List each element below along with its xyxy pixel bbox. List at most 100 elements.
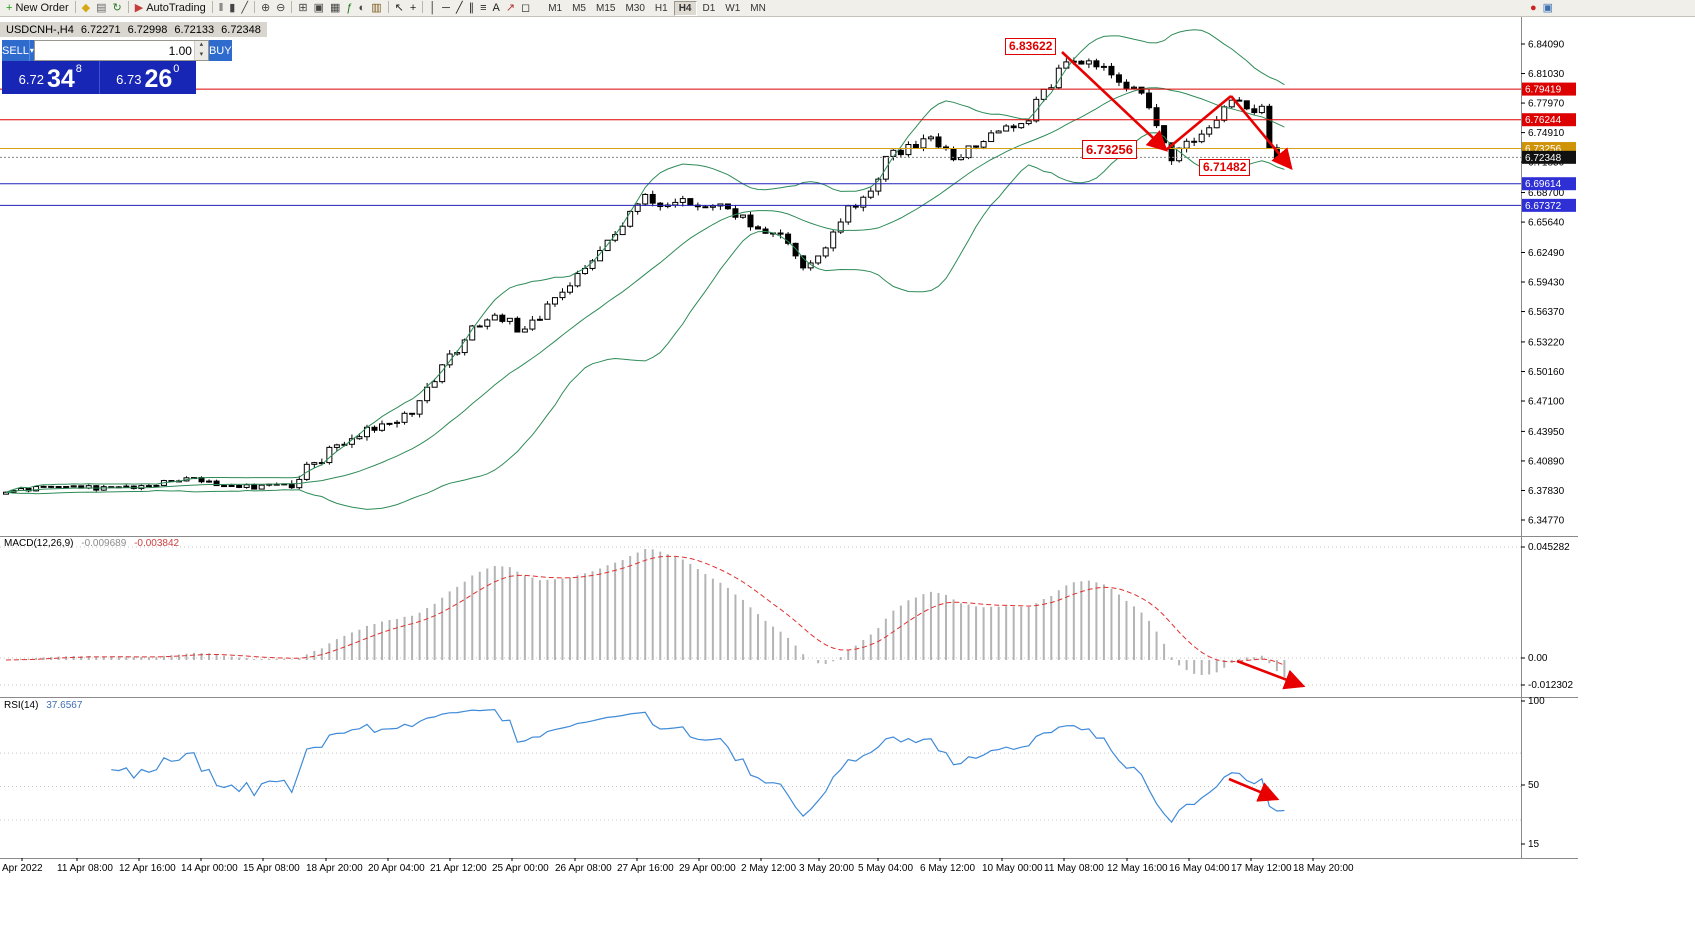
macd-main-value: -0.009689 <box>81 538 127 549</box>
arrange-windows-icon[interactable]: ▦ <box>327 1 343 16</box>
svg-text:26 Apr 08:00: 26 Apr 08:00 <box>555 863 612 874</box>
svg-text:-0.012302: -0.012302 <box>1528 680 1573 691</box>
svg-text:11 Apr 08:00: 11 Apr 08:00 <box>57 863 113 874</box>
new-order-glyph: + <box>6 1 13 14</box>
volume-decrease-button[interactable]: ▾ <box>194 50 208 60</box>
volume-input[interactable] <box>34 41 194 60</box>
trendline-icon-glyph: ╱ <box>455 1 463 14</box>
zoom-out-icon-glyph: ⊖ <box>276 1 286 14</box>
sell-price-pips: 34 <box>46 65 75 93</box>
vertical-line-icon-glyph: │ <box>429 1 437 14</box>
bar-chart-icon[interactable]: ‖ <box>216 1 227 16</box>
toolbar-separator <box>74 0 76 13</box>
shapes-icon[interactable]: ◻ <box>518 1 533 16</box>
svg-text:21 Apr 12:00: 21 Apr 12:00 <box>430 863 487 874</box>
horizontal-line-icon[interactable]: ─ <box>439 1 453 16</box>
sell-price[interactable]: 6.72 34 8 <box>2 61 100 94</box>
candlestick-chart-icon-glyph: ▮ <box>229 1 236 14</box>
trendline-icon[interactable]: ╱ <box>453 1 466 16</box>
svg-text:6.74910: 6.74910 <box>1528 128 1565 139</box>
toolbar-right-group: ● ▣ <box>1527 1 1556 16</box>
svg-text:12 May 16:00: 12 May 16:00 <box>1107 863 1168 874</box>
candlestick-chart-icon[interactable]: ▮ <box>226 1 238 16</box>
svg-text:0.00: 0.00 <box>1528 653 1548 664</box>
arrows-icon[interactable]: ↗ <box>503 1 518 16</box>
profiles-icon-glyph: ◆ <box>81 1 91 14</box>
toolbar: + New Order ◆ ▤ ↻ ▶ AutoTrading ‖ ▮ ╱ ⊕ ⊖ ⊞ ▣ ▦ ƒ ◐ ▥ ↖ + │ ─… <box>0 0 1695 17</box>
svg-text:25 Apr 00:00: 25 Apr 00:00 <box>492 863 549 874</box>
volume-increase-button[interactable]: ▴ <box>194 41 208 51</box>
macd-indicator-label: MACD(12,26,9) -0.009689 -0.003842 <box>4 538 179 549</box>
buy-price-major: 6.73 <box>116 72 142 87</box>
buy-button[interactable]: BUY <box>208 40 232 61</box>
time-axis[interactable] <box>0 859 1521 876</box>
svg-text:100: 100 <box>1528 696 1545 707</box>
svg-text:6.50160: 6.50160 <box>1528 367 1565 378</box>
svg-text:3 May 20:00: 3 May 20:00 <box>799 863 854 874</box>
zoom-out-icon[interactable]: ⊖ <box>273 1 288 16</box>
svg-text:29 Apr 00:00: 29 Apr 00:00 <box>679 863 736 874</box>
timeframe-m15-button[interactable]: M15 <box>596 2 616 14</box>
indicators-icon-glyph: ƒ <box>346 1 353 14</box>
timeframe-mn-button[interactable]: MN <box>750 2 766 14</box>
fibonacci-icon[interactable]: ≡ <box>477 1 489 16</box>
profiles-icon[interactable]: ◆ <box>79 1 93 16</box>
price-annotation-high: 6.83622 <box>1005 38 1057 55</box>
timeframe-w1-button[interactable]: W1 <box>725 2 741 14</box>
channel-icon[interactable]: ∥ <box>466 1 478 16</box>
sell-button[interactable]: SELL <box>2 40 29 61</box>
macd-signal-value: -0.003842 <box>134 538 180 549</box>
crosshair-icon-glyph: + <box>409 1 417 14</box>
buy-price[interactable]: 6.73 26 0 <box>100 61 197 94</box>
cascade-windows-icon[interactable]: ▣ <box>311 1 327 16</box>
indicators-icon[interactable]: ƒ <box>343 1 355 16</box>
svg-text:5 May 04:00: 5 May 04:00 <box>858 863 913 874</box>
price-axis[interactable] <box>1522 17 1578 858</box>
rsi-indicator-label: RSI(14) 37.6567 <box>4 700 82 711</box>
volume-box: ▴ ▾ <box>33 40 209 61</box>
svg-text:6.40890: 6.40890 <box>1528 456 1565 467</box>
timeframe-m30-button[interactable]: M30 <box>625 2 645 14</box>
toolbar-separator <box>253 0 255 13</box>
one-click-trading-panel: SELL ▾ ▴ ▾ BUY 6.72 34 8 6.73 26 0 <box>2 40 232 94</box>
chart-windows-icon[interactable]: ▣ <box>1540 1 1556 16</box>
text-label-icon-glyph: A <box>492 1 500 14</box>
periods-icon[interactable]: ◐ <box>356 1 369 16</box>
timeframe-h4-button[interactable]: H4 <box>673 0 697 16</box>
timeframe-d1-button[interactable]: D1 <box>702 2 716 14</box>
svg-text:18 Apr 20:00: 18 Apr 20:00 <box>306 863 363 874</box>
svg-text:6.69614: 6.69614 <box>1525 179 1562 190</box>
text-label-icon[interactable]: A <box>489 1 502 16</box>
print-icon[interactable]: ▤ <box>93 1 109 16</box>
tile-windows-icon[interactable]: ⊞ <box>295 1 310 16</box>
refresh-icon-glyph: ↻ <box>112 1 122 14</box>
alerts-icon[interactable]: ● <box>1527 1 1540 16</box>
svg-text:6.53220: 6.53220 <box>1528 337 1565 348</box>
order-type-dropdown[interactable]: ▾ <box>28 40 34 61</box>
svg-text:2 May 12:00: 2 May 12:00 <box>741 863 796 874</box>
cursor-icon[interactable]: ↖ <box>392 1 407 16</box>
alerts-icon-glyph: ● <box>1529 1 1537 14</box>
refresh-icon[interactable]: ↻ <box>110 1 125 16</box>
svg-text:20 Apr 04:00: 20 Apr 04:00 <box>368 863 425 874</box>
svg-text:17 May 12:00: 17 May 12:00 <box>1231 863 1292 874</box>
ohlc-close: 6.72348 <box>221 23 261 36</box>
timeframe-m1-button[interactable]: M1 <box>548 2 563 14</box>
tile-windows-icon-glyph: ⊞ <box>298 1 308 14</box>
templates-icon[interactable]: ▥ <box>368 1 384 16</box>
new-order-button[interactable]: + New Order <box>3 1 72 16</box>
svg-text:6.72348: 6.72348 <box>1525 153 1562 164</box>
timeframe-h1-button[interactable]: H1 <box>654 2 668 14</box>
vertical-line-icon[interactable]: │ <box>426 1 439 16</box>
autotrading-button[interactable]: ▶ AutoTrading <box>132 1 209 16</box>
autotrading-glyph: ▶ <box>134 1 144 14</box>
timeframe-toolbar: M1 M5 M15 M30 H1 H4 D1 W1 MN <box>543 0 771 16</box>
ohlc-low: 6.72133 <box>174 23 215 36</box>
crosshair-icon[interactable]: + <box>407 1 419 16</box>
svg-text:16 May 04:00: 16 May 04:00 <box>1169 863 1230 874</box>
zoom-in-icon[interactable]: ⊕ <box>258 1 273 16</box>
timeframe-m5-button[interactable]: M5 <box>572 2 586 14</box>
svg-text:0.045282: 0.045282 <box>1528 542 1570 553</box>
line-chart-icon[interactable]: ╱ <box>238 1 251 16</box>
